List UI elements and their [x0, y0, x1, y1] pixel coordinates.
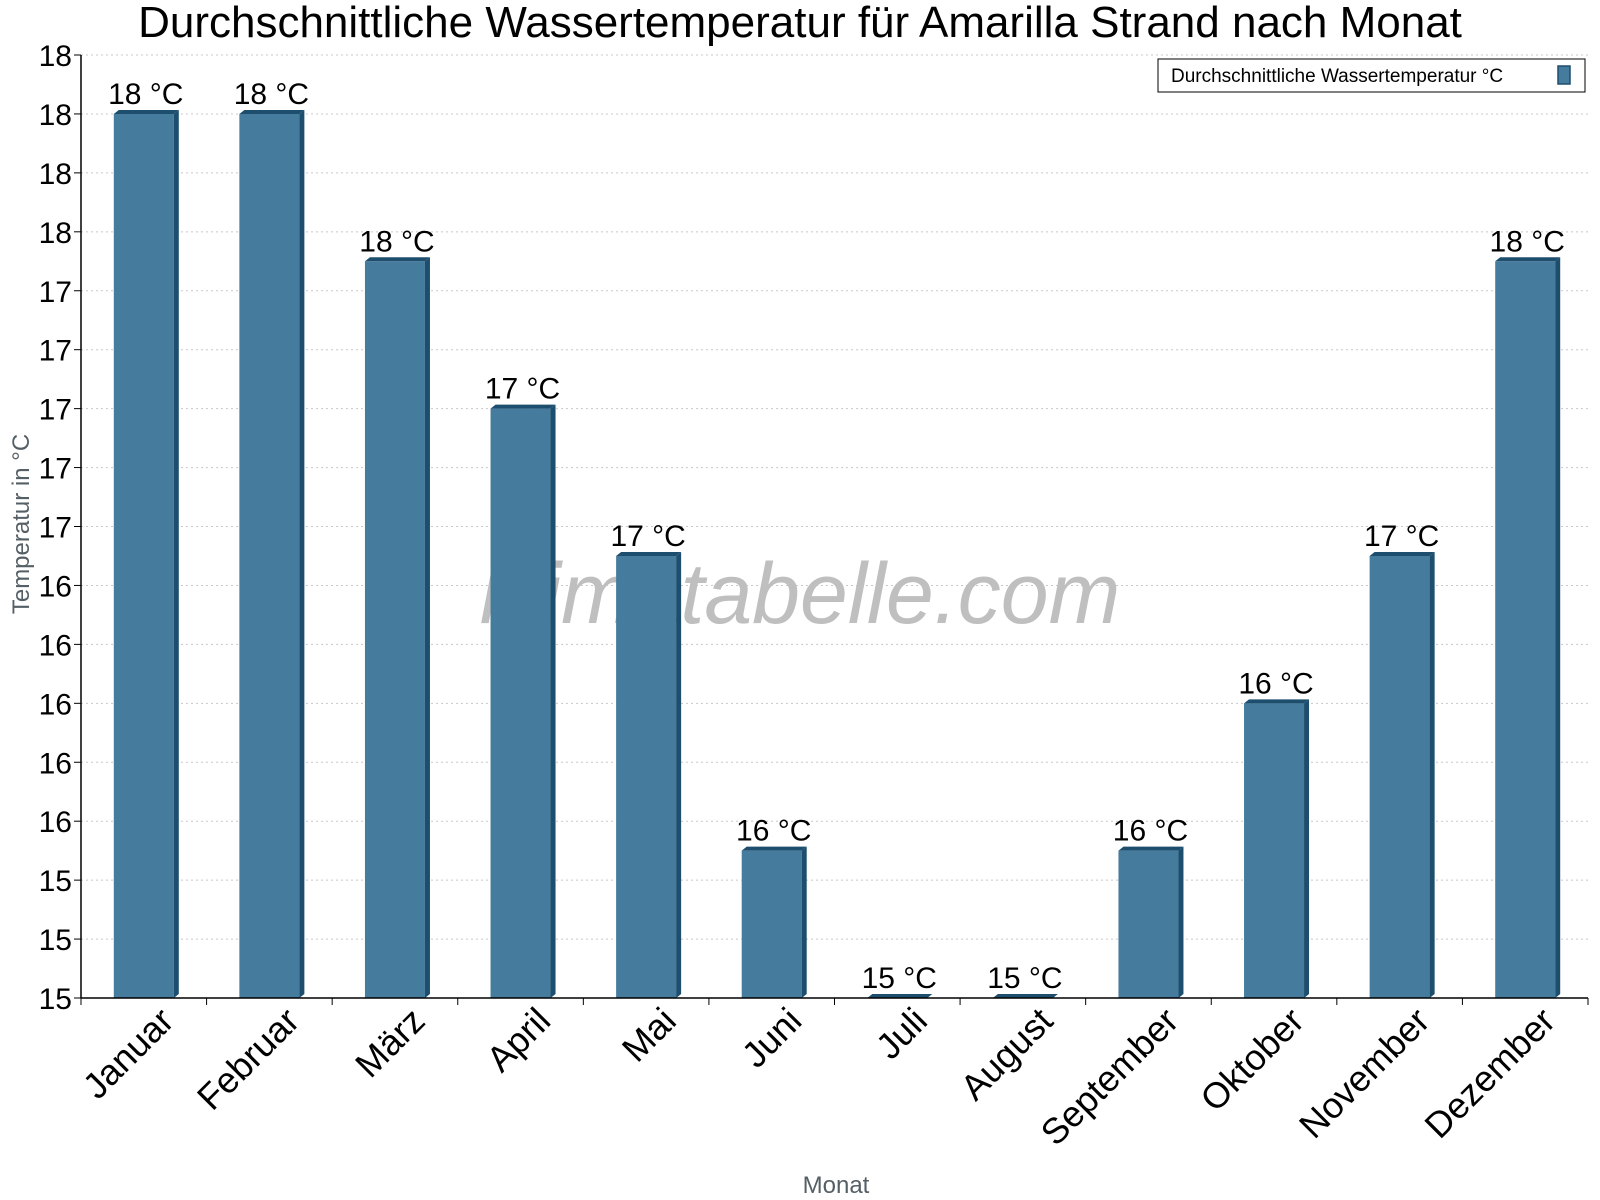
data-label: 18 °C [234, 78, 309, 111]
bar-top [992, 994, 1058, 998]
bar-top [1369, 551, 1435, 556]
bar-side [1178, 846, 1184, 998]
data-label: 16 °C [736, 815, 811, 848]
bar-top [239, 109, 305, 114]
legend-box [1157, 58, 1586, 93]
y-tick-label: 17 [39, 276, 72, 309]
bar-top [1495, 257, 1561, 262]
x-tick-label: September [1033, 1000, 1187, 1154]
data-label: 15 °C [987, 962, 1062, 995]
grid [81, 54, 1588, 940]
legend: Durchschnittliche Wassertemperatur °C [1157, 58, 1586, 93]
bar-top [1118, 846, 1184, 851]
data-label: 18 °C [1490, 225, 1565, 258]
y-tick-label: 18 [39, 40, 72, 73]
bar-side [424, 257, 430, 998]
x-tick-label: Mai [614, 1000, 684, 1070]
y-tick-label: 18 [39, 217, 72, 250]
bar-side [801, 846, 807, 998]
y-tick-label: 16 [39, 688, 72, 721]
bar-top [1244, 699, 1310, 704]
x-tick-label: Dezember [1416, 1000, 1562, 1146]
y-tick-label: 17 [39, 394, 72, 427]
bars [113, 109, 1561, 998]
x-tick-label: August [952, 1000, 1060, 1108]
x-tick-label: Oktober [1192, 1000, 1312, 1120]
x-tick-label: Juni [734, 1000, 810, 1076]
y-tick-label: 16 [39, 806, 72, 839]
chart-title: Durchschnittliche Wassertemperatur für A… [138, 0, 1462, 47]
data-label: 15 °C [862, 962, 937, 995]
bar-side [173, 109, 179, 998]
x-tick-label: Februar [189, 1000, 307, 1118]
axes [74, 54, 1589, 1005]
bar [1495, 261, 1556, 998]
y-tick-label: 18 [39, 158, 72, 191]
bar [616, 555, 677, 998]
y-tick-label: 18 [39, 99, 72, 132]
y-tick-label: 17 [39, 453, 72, 486]
y-tick-label: 16 [39, 629, 72, 662]
x-tick-labels: Januar Februar März April Mai Juni Juli AugustS… [75, 1000, 1563, 1154]
bar-side [676, 551, 682, 998]
data-labels: 18 °C 18 °C 18 °C 17 °C 17 °C 16 °C 15 °C 15 °C… [108, 78, 1565, 995]
data-label: 17 °C [485, 373, 560, 406]
bar-top [867, 994, 933, 998]
bar [741, 850, 802, 998]
bar [113, 113, 174, 998]
bar-side [1304, 699, 1310, 998]
legend-label: Durchschnittliche Wassertemperatur °C [1171, 66, 1503, 87]
y-tick-label: 15 [39, 924, 72, 957]
x-tick-label: Januar [75, 1000, 182, 1107]
data-label: 18 °C [359, 225, 434, 258]
bar-side [299, 109, 305, 998]
y-tick-label: 17 [39, 335, 72, 368]
bar-top [364, 257, 430, 262]
bar-side [1555, 257, 1561, 998]
y-tick-label: 15 [39, 983, 72, 1016]
data-label: 18 °C [108, 78, 183, 111]
x-tick-label: Juli [868, 1000, 935, 1067]
x-tick-label: November [1291, 1000, 1437, 1146]
y-tick-label: 16 [39, 747, 72, 780]
y-axis-label: Temperatur in °C [8, 434, 35, 614]
data-label: 17 °C [610, 520, 685, 553]
data-label: 17 °C [1364, 520, 1439, 553]
bar [1369, 555, 1430, 998]
bar [1244, 703, 1305, 998]
x-tick-label: April [478, 1000, 558, 1080]
bar-side [550, 404, 556, 998]
y-tick-label: 15 [39, 865, 72, 898]
bar-top [113, 109, 179, 114]
bar-top [741, 846, 807, 851]
bar-top [616, 551, 682, 556]
y-tick-labels: 15 15 15 16 16 16 16 16 17 17 17 17 17 18 18 18 18 [39, 40, 72, 1016]
y-tick-label: 16 [39, 570, 72, 603]
data-label: 16 °C [1238, 667, 1313, 700]
legend-swatch [1557, 65, 1571, 85]
y-tick-label: 17 [39, 512, 72, 545]
x-axis-label: Monat [803, 1172, 870, 1199]
x-tick-label: März [347, 1000, 433, 1086]
bar [490, 408, 551, 998]
bar-side [1429, 551, 1435, 998]
bar-top [490, 404, 556, 409]
watermark: klimatabelle.com [480, 546, 1120, 642]
data-label: 16 °C [1113, 815, 1188, 848]
bar [1118, 850, 1179, 998]
bar [239, 113, 300, 998]
bar [364, 261, 425, 998]
